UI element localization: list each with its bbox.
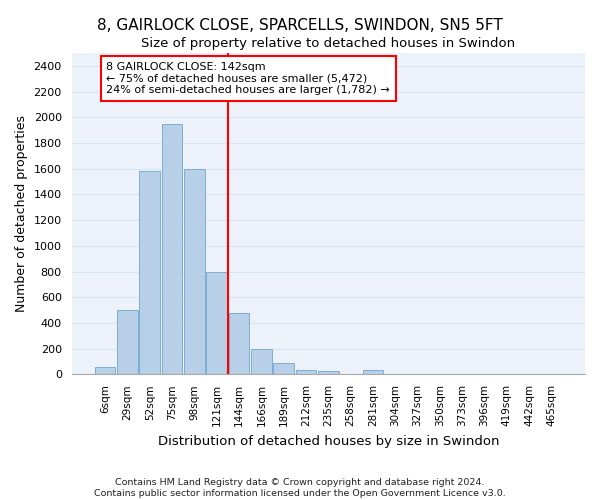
Bar bbox=[117, 310, 138, 374]
Text: 8 GAIRLOCK CLOSE: 142sqm
← 75% of detached houses are smaller (5,472)
24% of sem: 8 GAIRLOCK CLOSE: 142sqm ← 75% of detach… bbox=[106, 62, 390, 96]
Y-axis label: Number of detached properties: Number of detached properties bbox=[15, 115, 28, 312]
Bar bbox=[296, 370, 316, 374]
Bar bbox=[206, 272, 227, 374]
Bar bbox=[318, 371, 338, 374]
Bar bbox=[251, 348, 272, 374]
Text: Contains HM Land Registry data © Crown copyright and database right 2024.
Contai: Contains HM Land Registry data © Crown c… bbox=[94, 478, 506, 498]
Bar bbox=[95, 368, 115, 374]
Bar bbox=[139, 172, 160, 374]
Bar bbox=[362, 370, 383, 374]
Bar bbox=[184, 168, 205, 374]
Bar bbox=[274, 363, 294, 374]
Bar bbox=[162, 124, 182, 374]
Bar bbox=[229, 312, 249, 374]
Text: 8, GAIRLOCK CLOSE, SPARCELLS, SWINDON, SN5 5FT: 8, GAIRLOCK CLOSE, SPARCELLS, SWINDON, S… bbox=[97, 18, 503, 32]
X-axis label: Distribution of detached houses by size in Swindon: Distribution of detached houses by size … bbox=[158, 434, 499, 448]
Title: Size of property relative to detached houses in Swindon: Size of property relative to detached ho… bbox=[141, 38, 515, 51]
